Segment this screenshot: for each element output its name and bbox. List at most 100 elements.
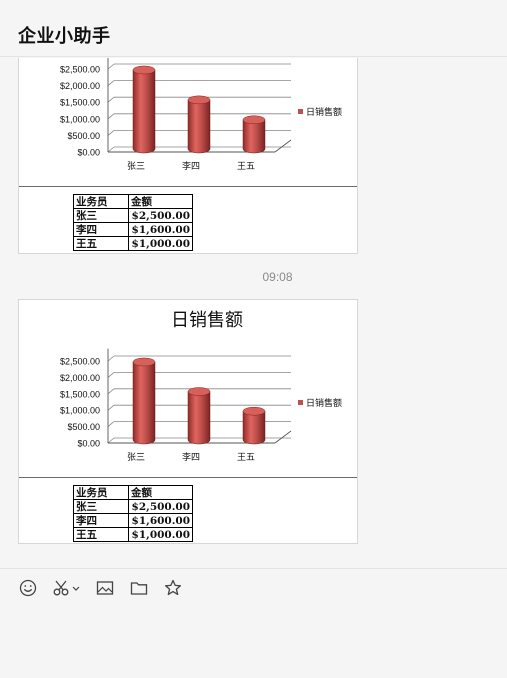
legend-label: 日销售额 [306,397,342,409]
y-tick-label: $1,500.00 [60,98,100,108]
table-cell: 王五 [73,236,129,251]
emoji-button[interactable] [18,578,38,598]
chart-image: 日销售额 $0.00 $500.00 $1,000.00 $1,500.00 $2,000… [19,300,357,478]
bar-top [242,115,266,125]
favorite-button[interactable] [163,578,183,598]
bar-top [187,95,211,105]
table-row: 张三 $2,500.00 [73,499,193,514]
chart-image: $0.00 $500.00 $1,000.00 $1,500.00 $2,000.00 $… [19,58,357,187]
table-cell: $1,600.00 [128,222,193,237]
sales-table-image: 业务员 金额 张三 $2,500.00 李四 $1,600.00 王五 $1,0… [73,485,193,542]
table-cell: 李四 [73,513,129,528]
x-tick-label: 张三 [127,452,145,463]
table-cell: $2,500.00 [128,208,193,223]
y-tick-label: $500.00 [67,131,100,141]
bar-top [242,406,266,416]
bar [187,391,211,445]
table-cell: 张三 [73,208,129,223]
sales-table: 业务员 金额 张三 $2,500.00 李四 $1,600.00 王五 $1,0… [73,485,193,542]
table-cell: 李四 [73,222,129,237]
table-row: 张三 $2,500.00 [73,208,193,223]
table-row: 李四 $1,600.00 [73,513,193,528]
table-header-cell: 业务员 [73,194,129,209]
star-icon [164,579,182,596]
image-message[interactable]: $0.00 $500.00 $1,000.00 $1,500.00 $2,000.00 $… [18,58,358,254]
x-tick-label: 王五 [237,161,255,172]
table-row: 王五 $1,000.00 [73,236,193,251]
sales-table: 业务员 金额 张三 $2,500.00 李四 $1,600.00 王五 $1,0… [73,194,193,251]
input-toolbar [0,568,507,678]
y-tick-label: $1,500.00 [60,389,100,399]
y-tick-label: $1,000.00 [60,406,100,416]
sales-table-image: 业务员 金额 张三 $2,500.00 李四 $1,600.00 王五 $1,0… [73,194,193,251]
y-tick-label: $2,500.00 [60,357,100,367]
chat-header: 企业小助手 [0,0,507,57]
gridline [107,421,115,427]
floor-edge [274,430,292,444]
floor-edge [274,139,292,153]
y-tick-label: $2,500.00 [60,65,100,75]
bar-chart: $0.00 $500.00 $1,000.00 $1,500.00 $2,000.00 $… [60,58,342,172]
y-tick-label: $0.00 [77,439,100,449]
x-tick-label: 王五 [237,452,255,463]
chart-title: 日销售额 [171,310,243,331]
table-row: 王五 $1,000.00 [73,527,193,542]
x-tick-label: 张三 [127,161,145,172]
bar [187,99,211,154]
bar-top [132,357,156,367]
table-cell: $2,500.00 [128,499,193,514]
chevron-down-icon [72,586,80,591]
gridline [107,63,115,70]
table-cell: 张三 [73,499,129,514]
table-header-cell: 金额 [128,194,193,209]
screenshot-options-button[interactable] [71,578,81,598]
image-icon [96,581,114,595]
chat-area[interactable]: $0.00 $500.00 $1,000.00 $1,500.00 $2,000.00 $… [0,58,507,568]
table-cell: $1,600.00 [128,513,193,528]
bar-top [132,65,156,75]
image-message[interactable]: 日销售额 $0.00 $500.00 $1,000.00 $1,500.00 $2,000… [18,299,358,544]
table-header-row: 业务员 金额 [73,194,193,209]
scissors-icon [53,580,69,596]
message-timestamp: 09:08 [262,270,293,284]
bar [132,69,156,154]
gridline [107,80,115,86]
table-header-row: 业务员 金额 [73,485,193,500]
folder-icon [130,582,148,595]
table-header-cell: 金额 [128,485,193,500]
x-tick-label: 李四 [182,160,200,172]
table-cell: $1,000.00 [128,527,193,542]
file-button[interactable] [129,578,149,598]
legend-label: 日销售额 [306,106,342,118]
legend-swatch [298,400,303,405]
image-button[interactable] [95,578,115,598]
bar-top [187,387,211,396]
screenshot-button[interactable] [52,578,72,598]
gridline [107,372,115,378]
gridline [107,388,115,395]
y-tick-label: $500.00 [67,422,100,432]
gridline [107,113,115,120]
legend-swatch [298,109,303,114]
emoji-icon [19,579,37,597]
y-tick-label: $2,000.00 [60,81,100,91]
chat-title: 企业小助手 [18,26,111,47]
bar [242,410,266,445]
y-tick-label: $0.00 [77,148,100,158]
gridline [107,96,115,103]
bar [242,119,266,154]
bar-chart: 日销售额 $0.00 $500.00 $1,000.00 $1,500.00 $2,000… [60,310,342,463]
gridline [107,437,115,444]
bar [132,361,156,445]
table-cell: $1,000.00 [128,236,193,251]
table-cell: 王五 [73,527,129,542]
table-header-cell: 业务员 [73,485,129,500]
table-row: 李四 $1,600.00 [73,222,193,237]
gridline [107,355,115,362]
y-tick-label: $2,000.00 [60,373,100,383]
x-tick-label: 李四 [182,451,200,463]
gridline [107,130,115,136]
y-tick-label: $1,000.00 [60,114,100,124]
gridline [107,404,115,411]
gridline [107,146,115,153]
